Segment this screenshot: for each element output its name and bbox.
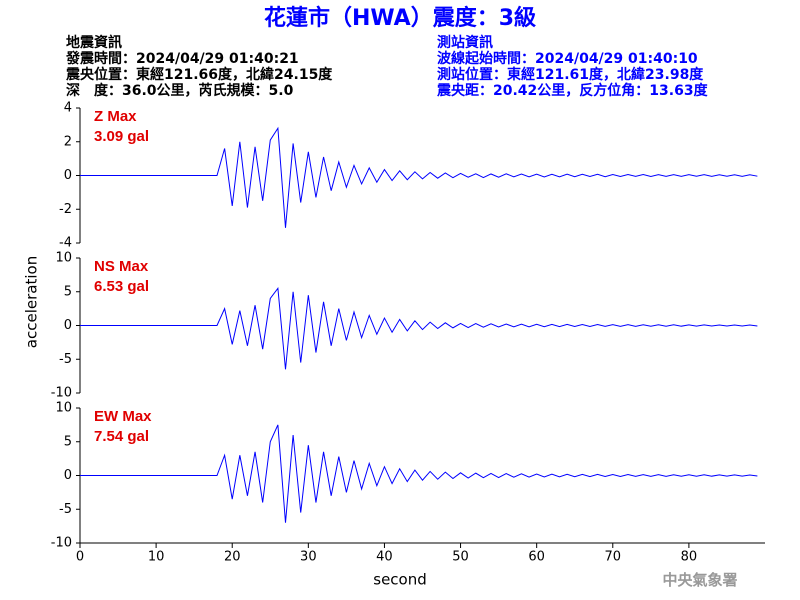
y-tick-label: -10 bbox=[51, 386, 72, 401]
x-tick-label: 0 bbox=[76, 550, 84, 565]
y-axis-label: acceleration bbox=[23, 256, 41, 348]
y-tick-label: -2 bbox=[59, 202, 72, 217]
panel-label: NS Max bbox=[94, 258, 149, 275]
x-tick-label: 20 bbox=[224, 550, 241, 565]
event-info: 深 度：36.0公里，芮氏規模：5.0 bbox=[66, 82, 294, 99]
y-tick-label: 5 bbox=[64, 284, 72, 299]
max-value: 7.54 gal bbox=[94, 428, 149, 445]
y-tick-label: 2 bbox=[64, 134, 72, 149]
x-tick-label: 40 bbox=[376, 550, 393, 565]
event-info: 震央位置：東經121.66度，北緯24.15度 bbox=[65, 66, 333, 83]
event-info: 地震資訊 bbox=[66, 34, 122, 51]
y-tick-label: 0 bbox=[64, 168, 72, 183]
x-tick-label: 60 bbox=[528, 550, 545, 565]
x-tick-label: 80 bbox=[681, 550, 698, 565]
panel-label: EW Max bbox=[94, 408, 152, 425]
x-tick-label: 10 bbox=[148, 550, 165, 565]
agency-mark: 中央氣象署 bbox=[662, 571, 737, 589]
page-title: 花蓮市（HWA）震度：3級 bbox=[264, 5, 536, 31]
y-tick-label: 10 bbox=[55, 251, 72, 266]
event-info: 發震時間：2024/04/29 01:40:21 bbox=[65, 50, 299, 67]
x-tick-label: 50 bbox=[452, 550, 469, 565]
station-info: 波線起始時間：2024/04/29 01:40:10 bbox=[437, 50, 698, 67]
y-tick-label: -4 bbox=[59, 236, 72, 251]
station-info: 測站位置：東經121.61度，北緯23.98度 bbox=[437, 66, 704, 83]
x-tick-label: 70 bbox=[605, 550, 622, 565]
y-tick-label: -5 bbox=[59, 502, 72, 517]
station-info: 測站資訊 bbox=[437, 34, 493, 51]
x-tick-label: 30 bbox=[300, 550, 317, 565]
y-tick-label: 4 bbox=[64, 101, 72, 116]
y-tick-label: 5 bbox=[64, 434, 72, 449]
x-axis-label: second bbox=[373, 571, 427, 589]
station-info: 震央距：20.42公里，反方位角：13.63度 bbox=[436, 82, 709, 99]
waveform bbox=[80, 424, 758, 523]
max-value: 3.09 gal bbox=[94, 128, 149, 145]
y-tick-label: -10 bbox=[51, 536, 72, 551]
y-tick-label: 0 bbox=[64, 318, 72, 333]
y-tick-label: -5 bbox=[59, 352, 72, 367]
y-tick-label: 10 bbox=[55, 401, 72, 416]
y-tick-label: 0 bbox=[64, 468, 72, 483]
max-value: 6.53 gal bbox=[94, 278, 149, 295]
waveform bbox=[80, 287, 758, 370]
panel-label: Z Max bbox=[94, 108, 137, 125]
waveform bbox=[80, 126, 758, 228]
